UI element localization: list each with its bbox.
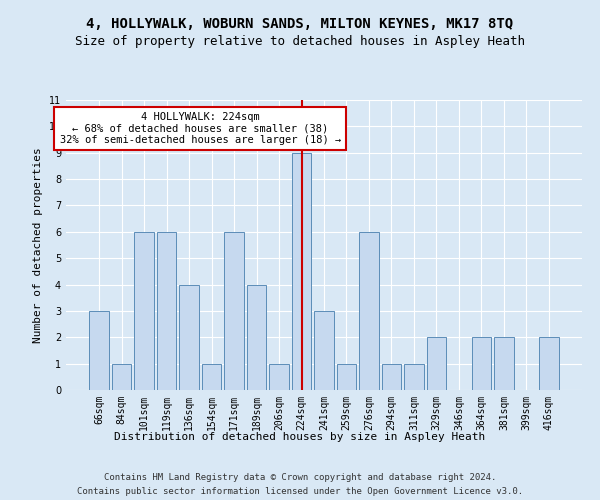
Bar xyxy=(269,364,289,390)
Bar xyxy=(472,338,491,390)
Bar xyxy=(337,364,356,390)
Y-axis label: Number of detached properties: Number of detached properties xyxy=(34,147,43,343)
Bar xyxy=(157,232,176,390)
Bar xyxy=(179,284,199,390)
Text: 4, HOLLYWALK, WOBURN SANDS, MILTON KEYNES, MK17 8TQ: 4, HOLLYWALK, WOBURN SANDS, MILTON KEYNE… xyxy=(86,18,514,32)
Bar xyxy=(404,364,424,390)
Bar xyxy=(359,232,379,390)
Bar xyxy=(382,364,401,390)
Text: Distribution of detached houses by size in Aspley Heath: Distribution of detached houses by size … xyxy=(115,432,485,442)
Bar xyxy=(202,364,221,390)
Text: Contains HM Land Registry data © Crown copyright and database right 2024.: Contains HM Land Registry data © Crown c… xyxy=(104,472,496,482)
Bar xyxy=(224,232,244,390)
Bar xyxy=(247,284,266,390)
Text: Size of property relative to detached houses in Aspley Heath: Size of property relative to detached ho… xyxy=(75,35,525,48)
Bar xyxy=(89,311,109,390)
Bar xyxy=(112,364,131,390)
Bar xyxy=(494,338,514,390)
Bar xyxy=(134,232,154,390)
Bar xyxy=(539,338,559,390)
Bar xyxy=(292,152,311,390)
Text: Contains public sector information licensed under the Open Government Licence v3: Contains public sector information licen… xyxy=(77,488,523,496)
Text: 4 HOLLYWALK: 224sqm
← 68% of detached houses are smaller (38)
32% of semi-detach: 4 HOLLYWALK: 224sqm ← 68% of detached ho… xyxy=(59,112,341,145)
Bar xyxy=(314,311,334,390)
Bar xyxy=(427,338,446,390)
